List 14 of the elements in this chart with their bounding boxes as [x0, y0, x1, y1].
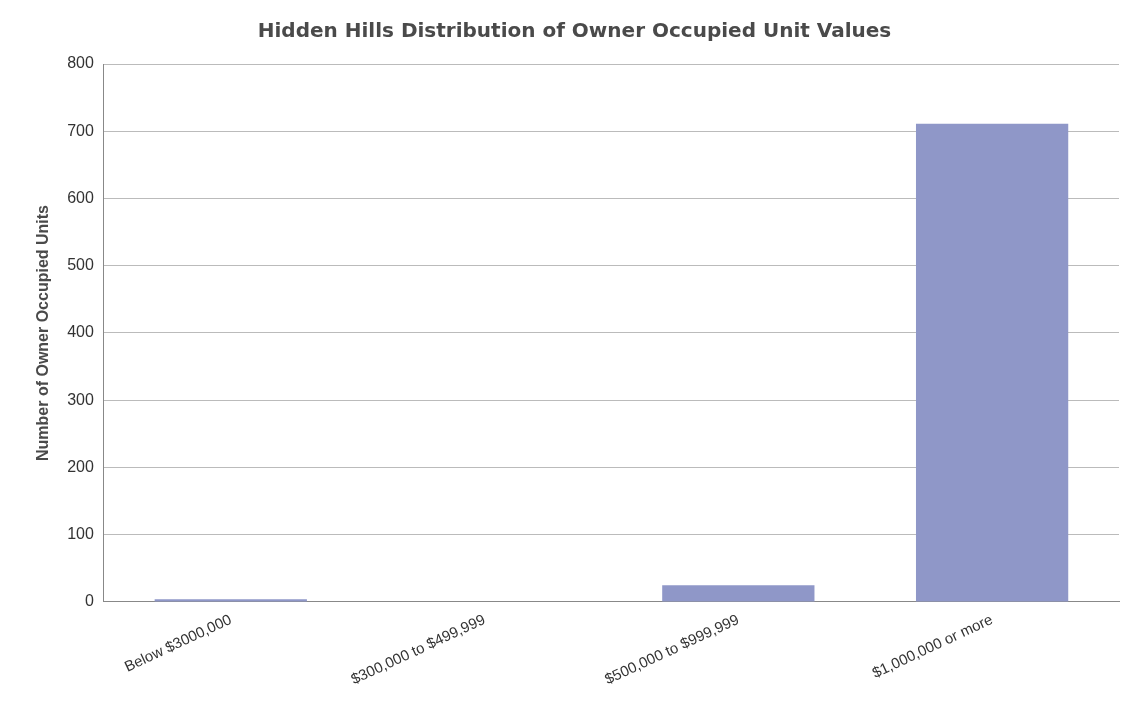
bar: [915, 123, 1069, 602]
y-tick-label: 600: [67, 188, 94, 206]
y-tick-label: 500: [67, 256, 94, 274]
y-tick-label: 300: [67, 390, 94, 408]
bar: [662, 585, 815, 602]
y-tick-label: 200: [67, 457, 94, 475]
y-tick-label: 700: [67, 121, 94, 139]
y-tick-label: 100: [67, 525, 94, 543]
y-tick-label: 0: [84, 592, 94, 610]
y-tick-label: 400: [67, 323, 94, 341]
y-tick-label: 800: [67, 54, 94, 72]
bar: [154, 599, 307, 602]
y-axis-title: Number of Owner Occupied Units: [34, 204, 52, 462]
chart-title: Hidden Hills Distribution of Owner Occupied Unit Values: [257, 18, 892, 43]
